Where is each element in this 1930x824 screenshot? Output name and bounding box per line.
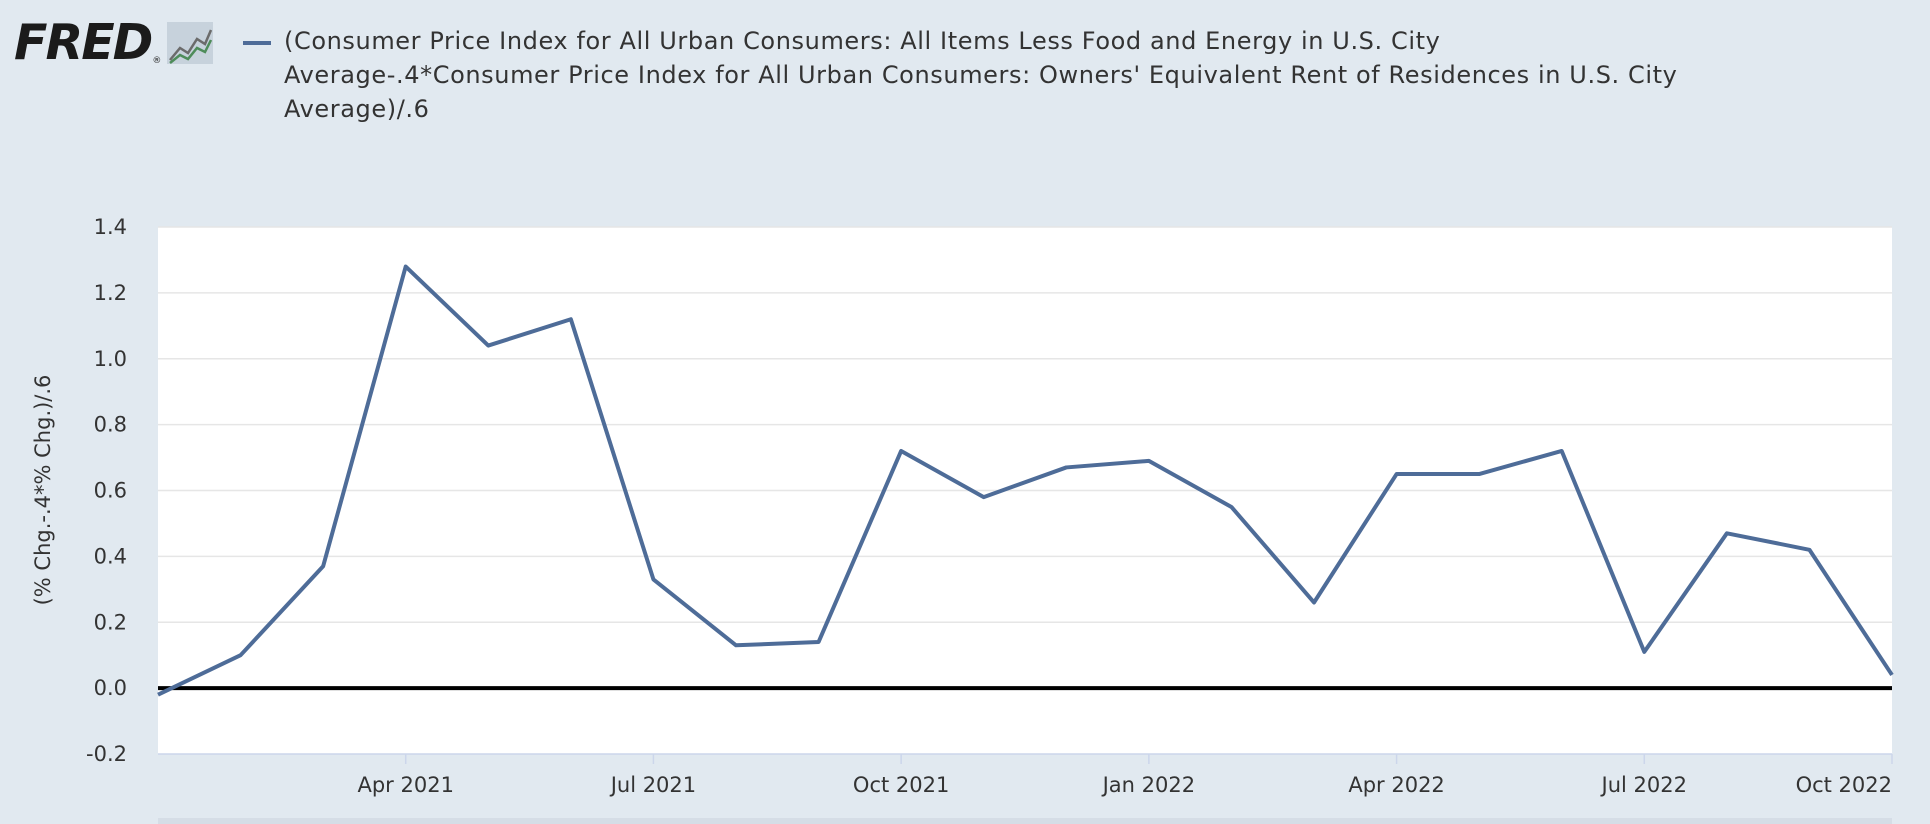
- legend-swatch: [243, 41, 271, 45]
- fred-logo[interactable]: FRED ®: [14, 14, 214, 71]
- y-tick-label: 1.4: [94, 215, 127, 239]
- chart-title: (Consumer Price Index for All Urban Cons…: [284, 27, 1678, 123]
- x-tick-label: Jul 2022: [1600, 773, 1687, 797]
- x-tick-label: Jul 2021: [609, 773, 696, 797]
- x-tick-label: Apr 2022: [1348, 773, 1444, 797]
- gridlines: [158, 226, 1892, 623]
- y-tick-label: 1.0: [94, 347, 127, 371]
- fred-logo-text: FRED: [14, 14, 153, 71]
- x-axis-ticks: Apr 2021 Jul 2021 Oct 2021 Jan 2022 Apr 2022…: [357, 754, 1893, 797]
- navigator-bar: [158, 818, 1892, 824]
- y-tick-label: 0.8: [94, 413, 127, 437]
- x-tick-label: Oct 2021: [853, 773, 949, 797]
- y-tick-label: 0.2: [94, 610, 127, 634]
- x-tick-label: Jan 2022: [1101, 773, 1196, 797]
- x-tick-label: Oct 2022: [1796, 773, 1892, 797]
- y-tick-label: 0.4: [94, 544, 127, 568]
- y-axis-ticks: -0.2 0.0 0.2 0.4 0.6 0.8 1.0 1.2 1.4: [86, 215, 127, 766]
- y-tick-label: 1.2: [94, 281, 127, 305]
- registered-mark: ®: [152, 56, 162, 66]
- y-tick-label: 0.0: [94, 676, 127, 700]
- series-line: [157, 264, 1894, 697]
- y-tick-label: -0.2: [86, 742, 127, 766]
- fred-chart-icon: [167, 22, 214, 64]
- x-tick-label: Apr 2021: [357, 773, 453, 797]
- y-tick-label: 0.6: [94, 479, 127, 503]
- y-axis-label: (% Chg.-.4*% Chg.)/.6: [31, 375, 55, 606]
